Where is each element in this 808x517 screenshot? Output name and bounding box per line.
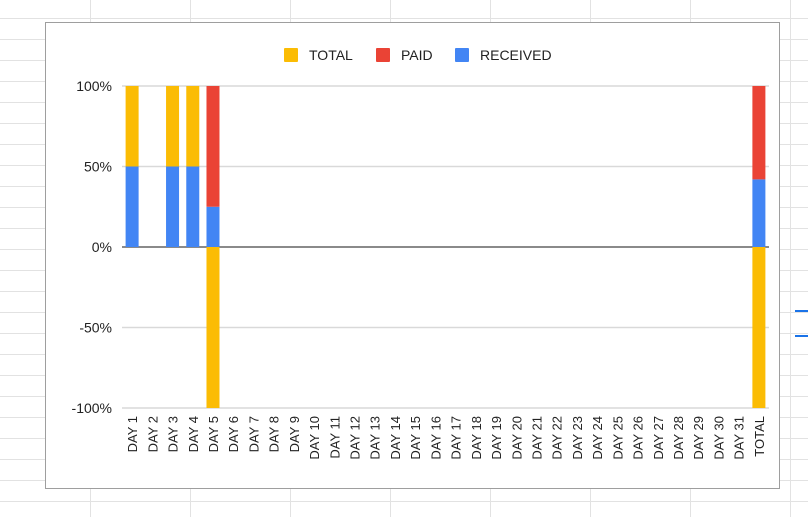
x-tick-label: DAY 27	[651, 416, 666, 460]
x-axis: DAY 1 DAY 2 DAY 3 DAY 4 DAY 5 DAY 6 DAY 7 DAY 8…	[125, 416, 767, 460]
bar-total-day-3[interactable]	[166, 86, 180, 167]
x-tick-label: DAY 8	[267, 416, 282, 452]
x-tick-label: DAY 11	[327, 416, 342, 459]
x-tick-label: DAY 7	[246, 416, 261, 452]
x-tick-label: DAY 3	[166, 416, 181, 452]
x-tick-label: DAY 23	[570, 416, 585, 460]
x-tick-label: DAY 1	[125, 416, 140, 452]
x-tick-label: DAY 21	[529, 416, 544, 460]
x-tick-label: DAY 10	[307, 416, 322, 460]
stacked-bar-chart: TOTAL PAID RECEIVED -100% -50% 0% 50% 100% DAY…	[72, 47, 769, 460]
bar-total-day-1[interactable]	[125, 86, 139, 167]
chart-bars	[125, 86, 766, 408]
x-tick-label: DAY 6	[226, 416, 241, 452]
x-tick-label: DAY 24	[590, 416, 605, 460]
x-tick-label: TOTAL	[752, 416, 767, 457]
x-tick-label: DAY 5	[206, 416, 221, 452]
x-tick-label: DAY 29	[691, 416, 706, 460]
x-tick-label: DAY 20	[509, 416, 524, 460]
y-tick-label: -50%	[79, 320, 112, 336]
x-tick-label: DAY 14	[388, 416, 403, 460]
legend-label-total: TOTAL	[309, 47, 353, 63]
x-tick-label: DAY 18	[469, 416, 484, 460]
sheet-selection-marker-bottom	[795, 335, 808, 337]
bar-total-total[interactable]	[752, 247, 766, 408]
x-tick-label: DAY 16	[428, 416, 443, 460]
chart-legend: TOTAL PAID RECEIVED	[284, 47, 552, 63]
x-tick-label: DAY 28	[671, 416, 686, 460]
chart-card[interactable]: TOTAL PAID RECEIVED -100% -50% 0% 50% 100% DAY…	[45, 22, 780, 489]
bar-received-day-5[interactable]	[206, 206, 220, 247]
bar-total-day-5[interactable]	[206, 247, 220, 408]
x-tick-label: DAY 30	[711, 416, 726, 460]
x-tick-label: DAY 2	[145, 416, 160, 452]
bar-received-day-3[interactable]	[166, 166, 180, 248]
legend-label-paid: PAID	[401, 47, 433, 63]
y-tick-label: -100%	[72, 400, 112, 416]
x-tick-label: DAY 25	[610, 416, 625, 460]
legend-swatch-received	[455, 48, 469, 62]
chart-gridlines	[122, 85, 769, 409]
x-tick-label: DAY 17	[449, 416, 464, 460]
legend-swatch-paid	[376, 48, 390, 62]
x-tick-label: DAY 4	[186, 416, 201, 452]
y-tick-label: 0%	[92, 239, 112, 255]
x-tick-label: DAY 26	[631, 416, 646, 460]
bar-paid-day-5[interactable]	[206, 86, 220, 207]
x-tick-label: DAY 22	[550, 416, 565, 460]
bar-paid-total[interactable]	[752, 86, 766, 180]
x-tick-label: DAY 13	[368, 416, 383, 460]
x-tick-label: DAY 12	[348, 416, 363, 460]
bar-received-day-1[interactable]	[125, 166, 139, 248]
y-tick-label: 100%	[76, 78, 112, 94]
x-tick-label: DAY 19	[489, 416, 504, 460]
bar-total-day-4[interactable]	[186, 86, 200, 167]
legend-swatch-total	[284, 48, 298, 62]
x-tick-label: DAY 9	[287, 416, 302, 452]
sheet-selection-marker-top	[795, 310, 808, 312]
y-tick-label: 50%	[84, 159, 112, 175]
bar-received-day-4[interactable]	[186, 166, 200, 248]
x-tick-label: DAY 15	[408, 416, 423, 460]
legend-label-received: RECEIVED	[480, 47, 552, 63]
bar-received-total[interactable]	[752, 179, 766, 247]
y-axis: -100% -50% 0% 50% 100%	[72, 78, 112, 416]
x-tick-label: DAY 31	[732, 416, 747, 460]
